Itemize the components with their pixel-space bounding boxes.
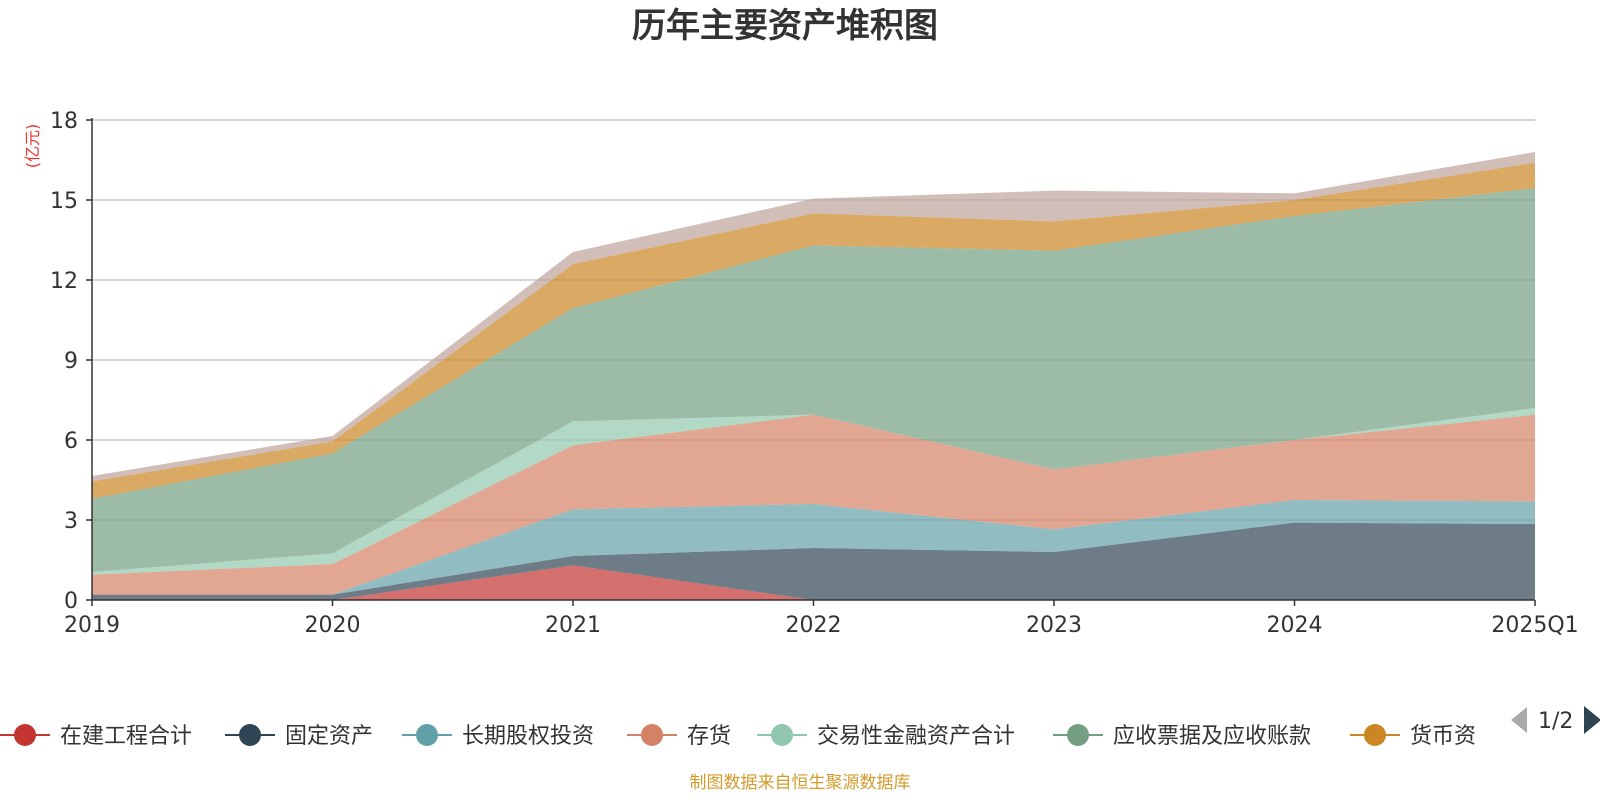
legend-pager: 1/2: [1511, 706, 1600, 734]
area-series-7: [92, 152, 1535, 482]
legend-item[interactable]: 应收票据及应收账款: [1053, 724, 1311, 749]
legend-label: 在建工程合计: [60, 724, 192, 749]
legend-item[interactable]: 固定资产: [225, 724, 373, 749]
legend-item[interactable]: 货币资: [1350, 724, 1476, 749]
legend-marker: [14, 724, 36, 746]
legend-prev-icon[interactable]: [1511, 707, 1527, 733]
legend-item[interactable]: 在建工程合计: [0, 724, 192, 749]
legend-label: 交易性金融资产合计: [817, 724, 1015, 749]
area-series-layer: [92, 152, 1535, 600]
legend-label: 存货: [687, 724, 731, 749]
y-tick-label: 9: [64, 349, 78, 374]
x-tick-label: 2021: [545, 613, 601, 638]
y-tick-label: 0: [64, 589, 78, 614]
area-series-1: [92, 522, 1535, 600]
y-tick-label: 3: [64, 509, 78, 534]
legend-marker: [239, 724, 261, 746]
axes: 0 3 6 9 12 15 18 2019 2020 2021 2022 2023 2024 2025Q1: [50, 109, 1579, 638]
x-tick-label: 2020: [305, 613, 361, 638]
legend-marker: [416, 724, 438, 746]
y-tick-label: 18: [50, 109, 78, 134]
legend-marker: [1067, 724, 1089, 746]
chart-title: 历年主要资产堆积图: [632, 6, 938, 46]
legend-marker: [771, 724, 793, 746]
data-source-footer: 制图数据来自恒生聚源数据库: [690, 773, 911, 793]
x-tick-label: 2022: [786, 613, 842, 638]
legend-label: 固定资产: [285, 724, 373, 749]
legend-marker: [1364, 724, 1386, 746]
legend-item[interactable]: 长期股权投资: [402, 724, 594, 749]
legend-label: 货币资: [1410, 724, 1476, 749]
legend-marker: [641, 724, 663, 746]
legend-page-indicator: 1/2: [1538, 709, 1573, 734]
x-tick-label: 2019: [64, 613, 120, 638]
area-series-2: [92, 500, 1535, 595]
y-axis-unit-label: (亿元): [23, 124, 42, 169]
x-tick-label: 2023: [1026, 613, 1082, 638]
legend: 在建工程合计 固定资产 长期股权投资 存货 交易性金融资产合计 应收票据及应收账款 货币资: [0, 724, 1476, 749]
y-tick-label: 6: [64, 429, 78, 454]
area-series-3: [92, 414, 1535, 595]
legend-label: 应收票据及应收账款: [1113, 724, 1311, 749]
area-series-5: [92, 188, 1535, 572]
y-tick-label: 12: [50, 269, 78, 294]
x-tick-label: 2025Q1: [1491, 613, 1578, 638]
area-series-0: [92, 565, 1535, 600]
legend-next-icon[interactable]: [1584, 706, 1600, 734]
legend-label: 长期股权投资: [462, 724, 594, 749]
x-tick-label: 2024: [1267, 613, 1323, 638]
area-series-6: [92, 162, 1535, 499]
legend-item[interactable]: 存货: [627, 724, 731, 749]
y-tick-label: 15: [50, 189, 78, 214]
legend-item[interactable]: 交易性金融资产合计: [757, 724, 1015, 749]
